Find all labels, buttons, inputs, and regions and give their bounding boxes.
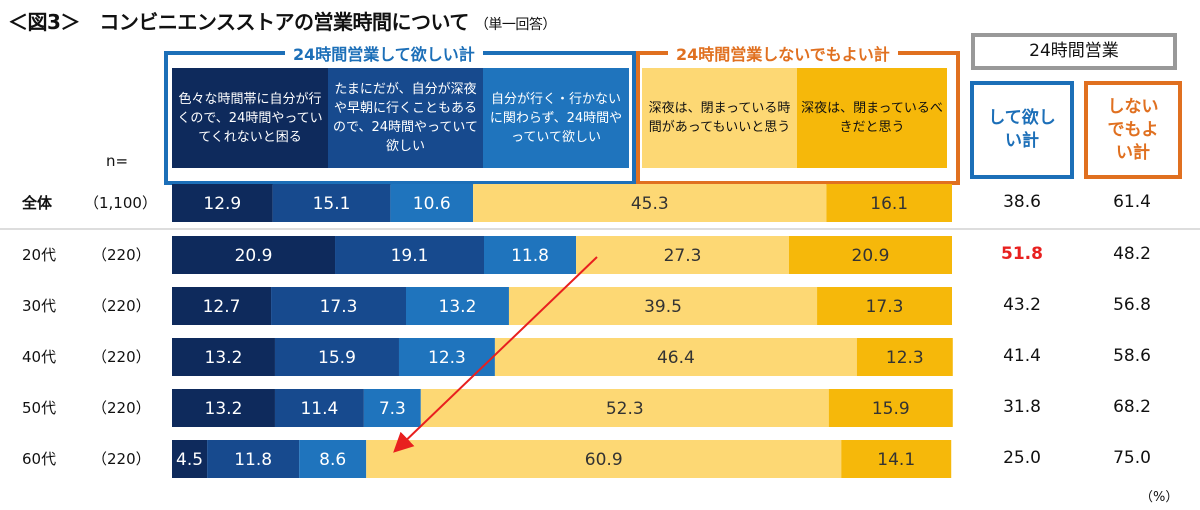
legend-cell-3: 自分が行く・行かないに関わらず、24時間やっていて欲しい (483, 68, 629, 168)
want-total: 38.6 (1003, 192, 1041, 212)
data-label: 10.6 (413, 194, 451, 214)
bar-segment (172, 389, 275, 427)
want-total: 31.8 (1003, 397, 1041, 417)
bar-segment (172, 287, 272, 325)
bar-segment (826, 184, 952, 222)
notneed-total: 58.6 (1113, 346, 1151, 366)
bar-segment (366, 440, 842, 478)
bar-segment (299, 440, 367, 478)
data-label: 7.3 (379, 399, 406, 419)
bar-segment (172, 440, 208, 478)
subtitle: （単一回答） (474, 17, 557, 33)
bar-segment (390, 184, 474, 222)
chart-title: ＜図3＞ コンビニエンスストアの営業時間について （単一回答） (8, 6, 556, 35)
bar-segment (335, 236, 484, 274)
bar-segment (473, 184, 827, 222)
bar-segment (172, 184, 273, 222)
category-label: 40代 (22, 348, 57, 366)
n-value: （220） (92, 450, 151, 468)
category-label: 60代 (22, 450, 57, 468)
bar-segment (494, 338, 857, 376)
data-label: 8.6 (319, 450, 346, 470)
bar-segment (856, 338, 953, 376)
notneed-total: 61.4 (1113, 192, 1151, 212)
bar-segment (172, 338, 275, 376)
data-label: 13.2 (205, 399, 243, 419)
notneed-group-title: 24時間営業しないでもよい計 (668, 41, 898, 65)
title-text: ＜図3＞ コンビニエンスストアの営業時間について (8, 10, 469, 34)
summary-header: 24時間営業 (971, 33, 1177, 70)
data-label: 12.9 (203, 194, 241, 214)
legend-cell-2: たまにだが、自分が深夜や早朝に行くこともあるので、24時間やっていて欲しい (328, 68, 483, 168)
bar-segment (788, 236, 952, 274)
bar-segment (420, 389, 829, 427)
bar-segment (271, 287, 406, 325)
data-label: 14.1 (877, 450, 915, 470)
legend-cell-5: 深夜は、閉まっているべきだと思う (797, 68, 947, 168)
data-label: 52.3 (606, 399, 644, 419)
data-label: 17.3 (866, 297, 904, 317)
trend-arrow (393, 256, 598, 453)
data-label: 13.2 (205, 348, 243, 368)
category-label: 全体 (22, 194, 53, 212)
data-label: 13.2 (439, 297, 477, 317)
n-value: （1,100） (84, 194, 157, 212)
category-label: 20代 (22, 246, 57, 264)
want-total: 25.0 (1003, 448, 1041, 468)
data-label: 11.4 (300, 399, 338, 419)
category-label: 50代 (22, 399, 57, 417)
data-label: 19.1 (391, 246, 429, 266)
data-label: 15.9 (872, 399, 910, 419)
bar-segment (406, 287, 509, 325)
data-label: 12.3 (886, 348, 924, 368)
data-label: 16.1 (870, 194, 908, 214)
bar-segment (484, 236, 577, 274)
bar-segment (274, 389, 364, 427)
data-label: 15.9 (318, 348, 356, 368)
category-label: 30代 (22, 297, 57, 315)
want-total: 51.8 (1001, 244, 1043, 264)
bar-segment (576, 236, 789, 274)
notneed-total: 56.8 (1113, 295, 1151, 315)
data-label: 60.9 (585, 450, 623, 470)
data-label: 12.3 (428, 348, 466, 368)
data-label: 46.4 (657, 348, 695, 368)
data-label: 45.3 (631, 194, 669, 214)
data-label: 20.9 (852, 246, 890, 266)
bar-segment (274, 338, 399, 376)
data-label: 20.9 (235, 246, 273, 266)
legend-cell-1: 色々な時間帯に自分が行くので、24時間やっていてくれないと困る (172, 68, 328, 168)
data-label: 11.8 (511, 246, 549, 266)
want-group-title: 24時間営業して欲しい計 (285, 41, 483, 65)
notneed-total: 75.0 (1113, 448, 1151, 468)
notneed-total: 48.2 (1113, 244, 1151, 264)
n-value: （220） (92, 297, 151, 315)
bar-segment (172, 236, 336, 274)
data-label: 27.3 (664, 246, 702, 266)
n-value: （220） (92, 399, 151, 417)
n-label: n= (106, 152, 129, 170)
sum-want-header: して欲しい計 (970, 81, 1074, 179)
data-label: 12.7 (203, 297, 241, 317)
bar-segment (207, 440, 300, 478)
want-total: 43.2 (1003, 295, 1041, 315)
want-total: 41.4 (1003, 346, 1041, 366)
data-label: 15.1 (313, 194, 351, 214)
n-value: （220） (92, 246, 151, 264)
data-label: 11.8 (234, 450, 272, 470)
n-value: （220） (92, 348, 151, 366)
notneed-total: 68.2 (1113, 397, 1151, 417)
bar-segment (841, 440, 952, 478)
bar-segment (817, 287, 952, 325)
data-label: 39.5 (644, 297, 682, 317)
bar-segment (828, 389, 953, 427)
bar-segment (363, 389, 421, 427)
legend-cell-4: 深夜は、閉まっている時間があってもいいと思う (642, 68, 797, 168)
sum-notneed-header: しないでもよい計 (1084, 81, 1182, 179)
unit-label: （%） (1140, 490, 1179, 505)
data-label: 4.5 (176, 450, 203, 470)
data-label: 17.3 (320, 297, 358, 317)
bar-segment (272, 184, 391, 222)
